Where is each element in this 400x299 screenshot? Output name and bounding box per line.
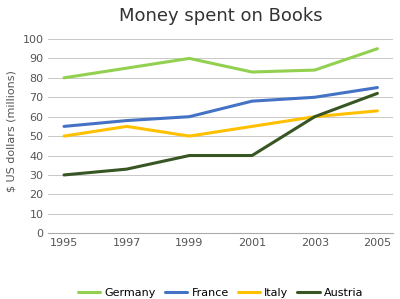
Austria (124, 167, 129, 171)
Line: Germany: Germany (64, 49, 377, 78)
France (375, 86, 380, 89)
Austria (250, 154, 254, 157)
Line: Austria: Austria (64, 93, 377, 175)
Germany (187, 57, 192, 60)
Austria (375, 91, 380, 95)
France (312, 95, 317, 99)
Austria (187, 154, 192, 157)
Italy (250, 125, 254, 128)
Y-axis label: $ US dollars (millions): $ US dollars (millions) (7, 70, 17, 192)
Italy (187, 134, 192, 138)
Austria (312, 115, 317, 118)
France (187, 115, 192, 118)
Germany (375, 47, 380, 51)
Line: Italy: Italy (64, 111, 377, 136)
France (250, 99, 254, 103)
Italy (124, 125, 129, 128)
Germany (124, 66, 129, 70)
Italy (375, 109, 380, 113)
Italy (62, 134, 66, 138)
France (124, 119, 129, 122)
Germany (250, 70, 254, 74)
Germany (62, 76, 66, 80)
Title: Money spent on Books: Money spent on Books (119, 7, 322, 25)
Line: France: France (64, 88, 377, 126)
Germany (312, 68, 317, 72)
Austria (62, 173, 66, 177)
Legend: Germany, France, Italy, Austria: Germany, France, Italy, Austria (74, 284, 368, 299)
Italy (312, 115, 317, 118)
France (62, 125, 66, 128)
